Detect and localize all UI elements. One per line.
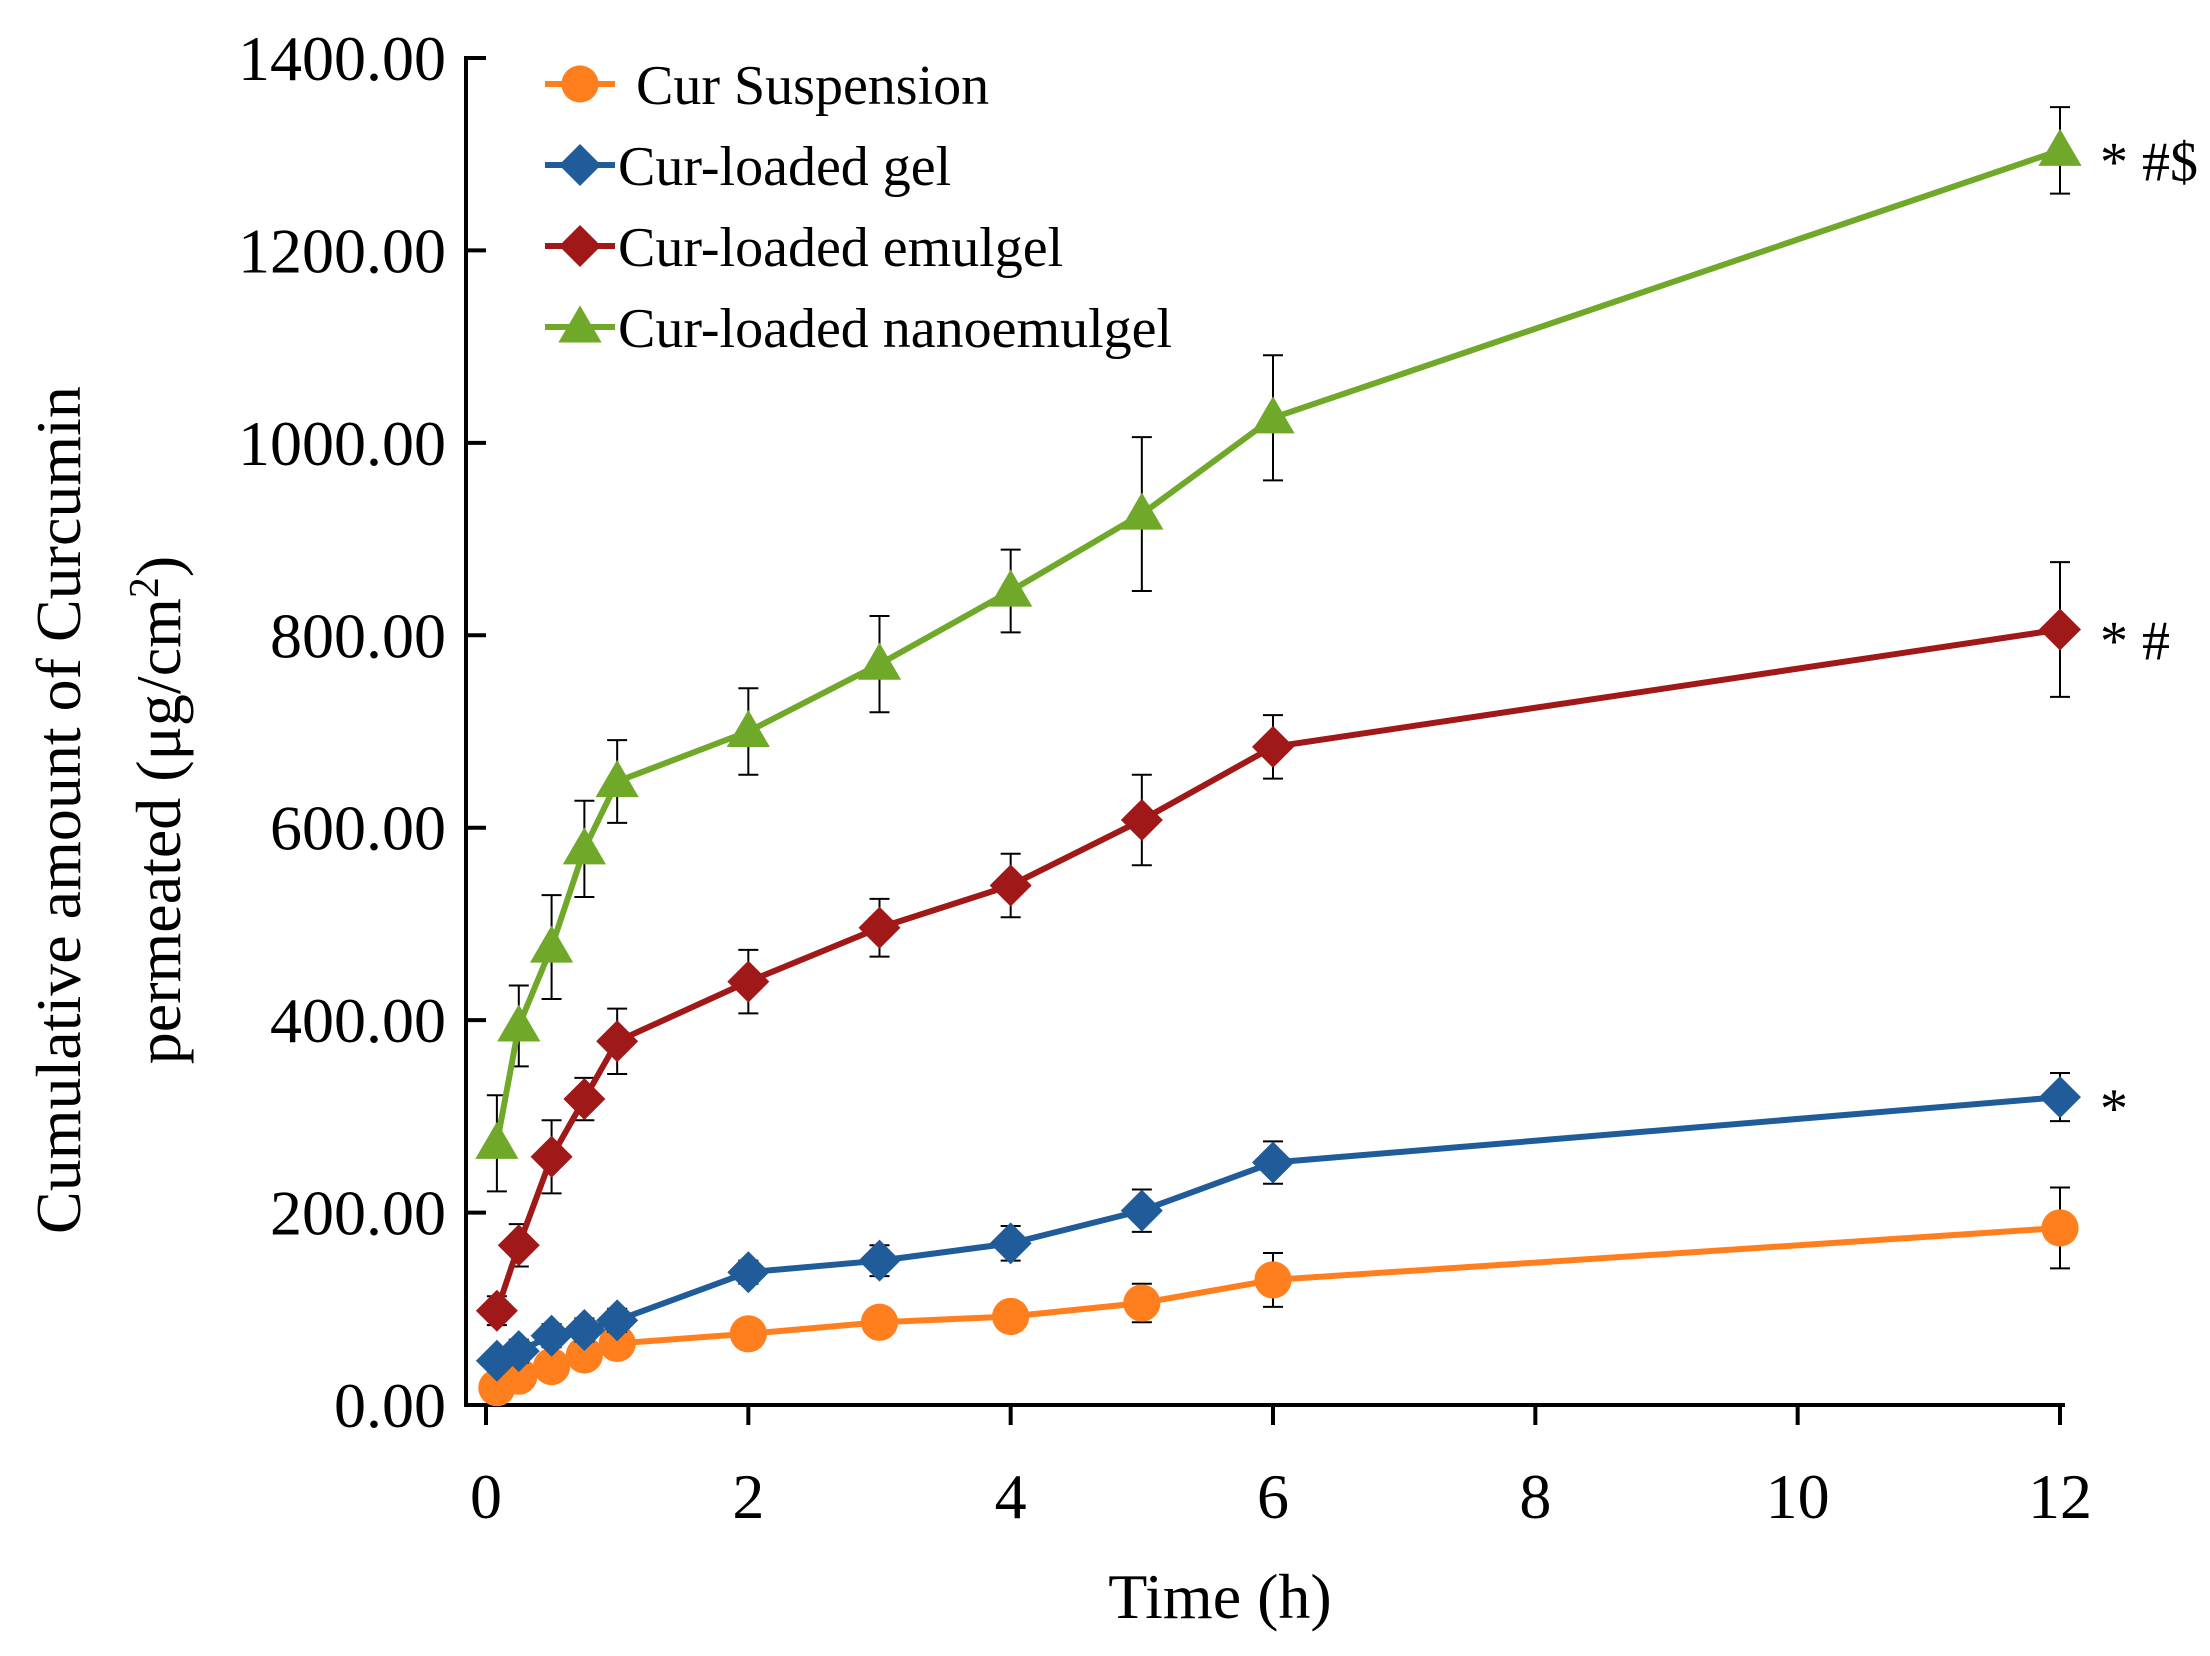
data-point (596, 1020, 639, 1063)
legend-item: Cur-loaded nanoemulgel (545, 298, 1172, 360)
data-point (2038, 128, 2082, 166)
data-point (726, 709, 770, 748)
legend-item: Cur-loaded emulgel (545, 217, 1063, 279)
annotation-layer: * * # * #$ (2100, 131, 2198, 1140)
x-tick-label: 0 (470, 1461, 502, 1532)
data-point (497, 1004, 541, 1042)
legend-label: Cur Suspension (636, 55, 989, 117)
series-cur-loaded-nanoemulgel (475, 106, 2082, 1193)
data-point (989, 1222, 1032, 1265)
data-point (729, 1315, 767, 1353)
data-point (1120, 1189, 1163, 1232)
series-cur-suspension (478, 1186, 2079, 1407)
data-point (1252, 725, 1294, 768)
series-line (495, 1094, 2061, 1364)
data-point (596, 1299, 639, 1342)
data-point (1123, 1284, 1161, 1322)
data-point (2041, 1209, 2079, 1247)
x-axis-ticks: 0 2 4 6 8 10 12 (470, 1405, 2092, 1532)
y-axis-ticks: 0.00 200.00 400.00 600.00 800.00 1000.00 1200.… (238, 23, 486, 1441)
y-axis-title-superscript: 2 (122, 577, 168, 598)
y-tick-label: 600.00 (270, 793, 446, 864)
data-point (727, 960, 770, 1003)
data-point (860, 1303, 899, 1341)
significance-annotation: * (2100, 1078, 2128, 1140)
data-point (558, 305, 602, 343)
data-point (858, 1239, 901, 1282)
legend-label: Cur-loaded nanoemulgel (618, 298, 1172, 360)
y-tick-label: 1000.00 (238, 408, 446, 479)
data-point (562, 827, 606, 865)
data-point (2039, 1076, 2081, 1119)
series-cur-loaded-gel (475, 1072, 2081, 1382)
data-point (559, 225, 601, 267)
legend-label: Cur-loaded gel (618, 136, 951, 198)
legend-item: Cur Suspension (545, 55, 989, 117)
series-cur-loaded-emulgel (475, 561, 2081, 1332)
y-axis-title-line1: Cumulative amount of Curcumin (23, 386, 94, 1234)
data-point (475, 1289, 518, 1332)
legend-label: Cur-loaded emulgel (618, 217, 1063, 279)
data-point (858, 906, 901, 949)
data-point (727, 1251, 770, 1294)
x-axis-title: Time (h) (1108, 1561, 1331, 1632)
data-point (857, 642, 902, 680)
legend: Cur Suspension Cur-loaded gel Cur-loaded e… (545, 55, 1172, 360)
x-tick-label: 10 (1766, 1461, 1830, 1532)
y-tick-label: 1400.00 (238, 23, 446, 94)
y-axis-title-line2-main: permeated (μg/cm (123, 598, 194, 1064)
data-point (565, 1336, 603, 1374)
data-point (1120, 799, 1163, 842)
data-point (1254, 1261, 1292, 1299)
series-layer (475, 106, 2082, 1407)
data-point (497, 1330, 540, 1373)
x-tick-label: 4 (995, 1461, 1027, 1532)
plot-area: 0.00 200.00 400.00 600.00 800.00 1000.00 1200.… (238, 23, 2198, 1532)
data-point (530, 1314, 573, 1357)
data-point (563, 1308, 606, 1351)
data-point (595, 759, 639, 798)
data-point (992, 1297, 1030, 1336)
significance-annotation: * #$ (2100, 131, 2198, 193)
x-tick-label: 8 (1519, 1461, 1551, 1532)
data-point (1252, 1141, 1294, 1184)
y-tick-label: 0.00 (334, 1370, 446, 1441)
y-tick-label: 400.00 (270, 985, 446, 1056)
y-tick-label: 1200.00 (238, 215, 446, 286)
y-axis-title: Cumulative amount of Curcumin permeated … (23, 386, 194, 1234)
y-tick-label: 200.00 (270, 1178, 446, 1249)
data-point (563, 1078, 606, 1121)
data-point (598, 1324, 636, 1363)
data-point (561, 65, 599, 103)
data-point (1251, 396, 1295, 434)
data-point (497, 1224, 540, 1267)
data-point (989, 864, 1032, 907)
data-point (529, 925, 574, 963)
data-point (1120, 492, 1164, 530)
legend-item: Cur-loaded gel (545, 136, 951, 198)
data-point (532, 1347, 571, 1386)
y-axis-title-line2: permeated (μg/cm2) (122, 556, 194, 1064)
data-point (989, 569, 1033, 607)
y-tick-label: 800.00 (270, 600, 446, 671)
data-point (559, 144, 601, 186)
data-point (530, 1135, 573, 1178)
x-tick-label: 2 (732, 1461, 764, 1532)
x-tick-label: 6 (1257, 1461, 1289, 1532)
x-tick-label: 12 (2028, 1461, 2092, 1532)
y-axis-title-line2-close: ) (123, 556, 194, 577)
data-point (475, 1121, 519, 1159)
data-point (2039, 608, 2081, 651)
significance-annotation: * # (2100, 611, 2170, 673)
